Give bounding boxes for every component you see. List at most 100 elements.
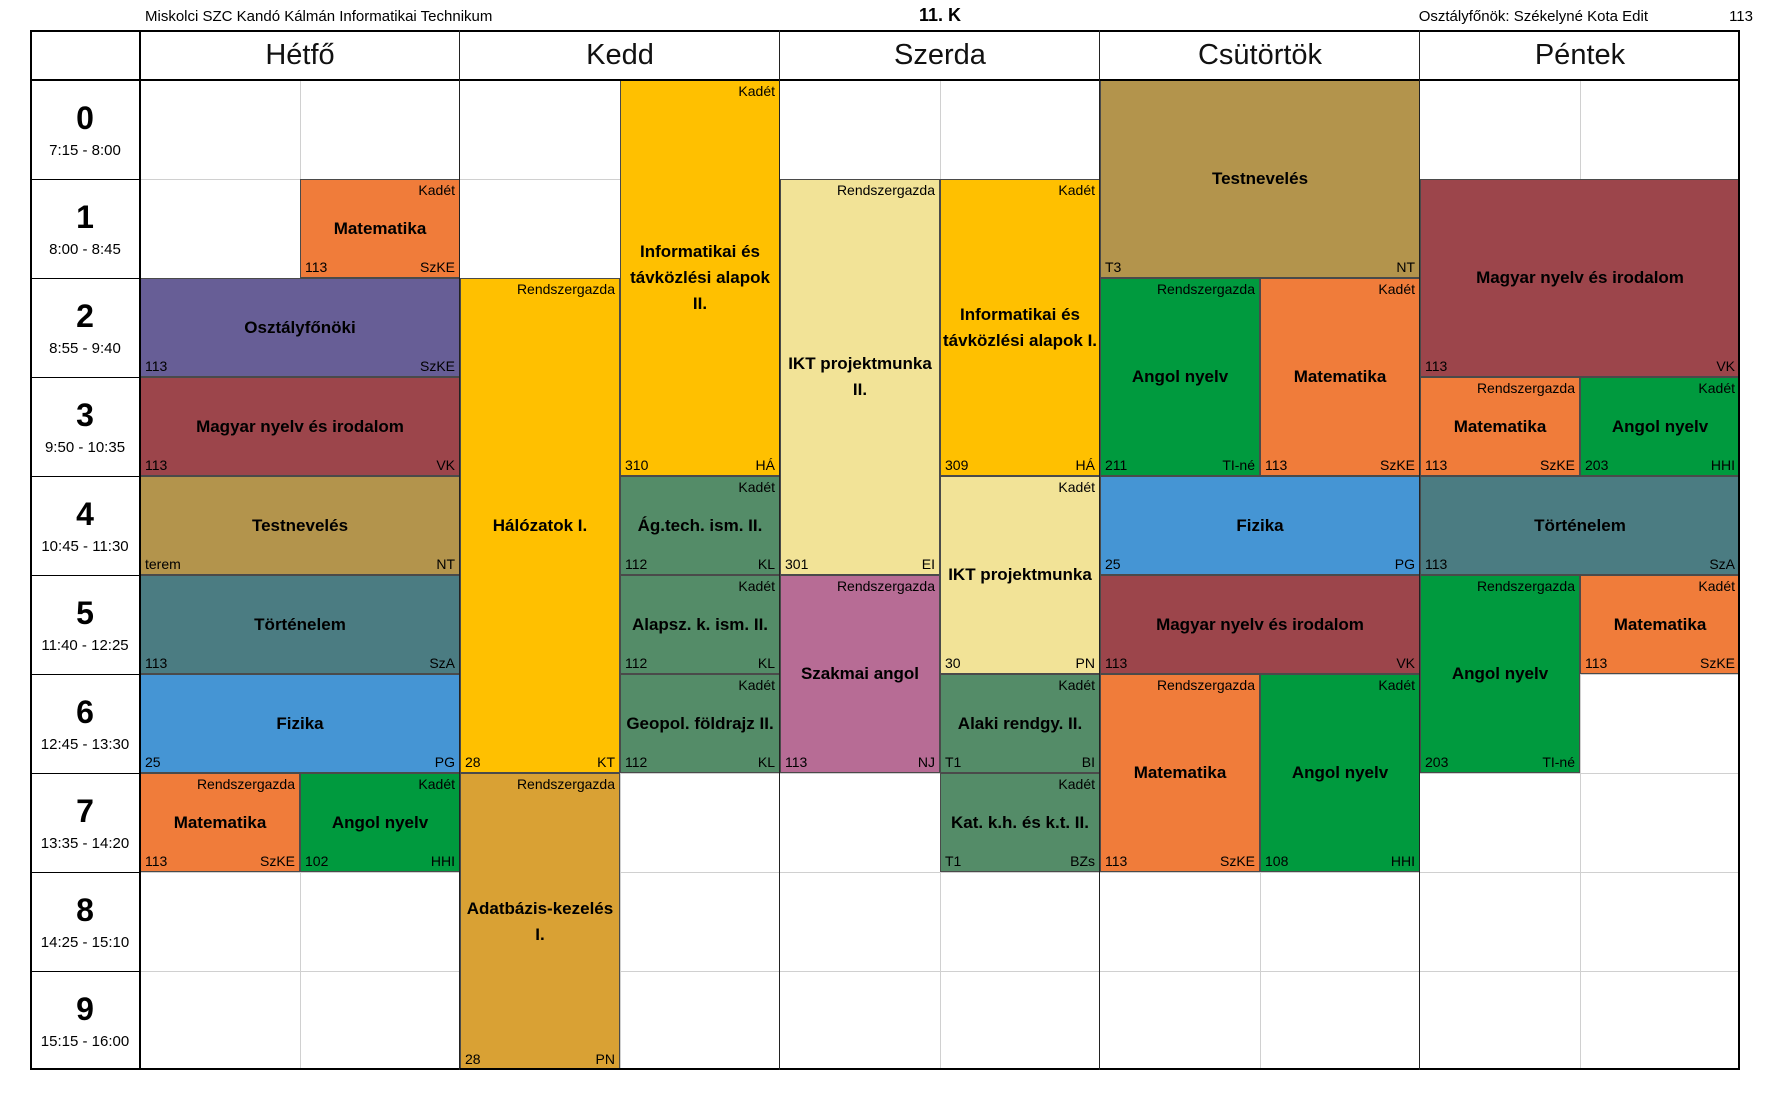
period-number: 7 [76, 793, 94, 829]
lesson-group: Rendszergazda [1476, 380, 1575, 396]
lesson-block[interactable]: Fizika 25 PG [1100, 476, 1420, 575]
lesson-room: 113 [145, 655, 168, 671]
period-number: 5 [76, 595, 94, 631]
lesson-subject: Ág.tech. ism. II. [637, 515, 763, 535]
day-divider [459, 30, 460, 1070]
lesson-room: 113 [305, 259, 328, 275]
lesson-group: Kadét [738, 83, 775, 99]
lesson-block[interactable]: Osztályfőnöki 113 SzKE [140, 278, 460, 377]
lesson-subject: Kat. k.h. és k.t. II. [951, 812, 1089, 832]
lesson-room: 113 [145, 853, 168, 869]
period-cell: 9 15:15 - 16:00 [30, 971, 140, 1070]
lesson-teacher: VK [436, 457, 455, 473]
lesson-block[interactable]: Matematika Rendszergazda 113 SzKE [1100, 674, 1260, 872]
lesson-block[interactable]: IKT projektmunka II. Rendszergazda 301 EI [780, 179, 940, 575]
lesson-block[interactable]: Ág.tech. ism. II. Kadét 112 KL [620, 476, 780, 575]
lesson-block[interactable]: Angol nyelv Kadét 203 HHI [1580, 377, 1740, 476]
lesson-block[interactable]: Testnevelés T3 NT [1100, 80, 1420, 278]
day-header: Péntek [1534, 38, 1626, 71]
lesson-block[interactable]: Matematika Kadét 113 SzKE [300, 179, 460, 278]
lesson-subject: Fizika [276, 713, 324, 733]
lesson-room: 203 [1585, 457, 1609, 473]
lesson-subject: IKT projektmunka [948, 565, 1092, 584]
lesson-subject: Matematika [1293, 367, 1387, 386]
period-cell: 8 14:25 - 15:10 [30, 872, 140, 971]
lesson-room: 113 [785, 754, 808, 770]
lesson-room: 112 [625, 754, 648, 770]
lesson-block[interactable]: Történelem 113 SzA [1420, 476, 1740, 575]
lesson-block[interactable]: Testnevelés terem NT [140, 476, 460, 575]
lesson-teacher: SzKE [419, 259, 455, 275]
lesson-block[interactable]: Matematika Kadét 113 SzKE [1260, 278, 1420, 476]
lesson-block[interactable]: Informatikai és távközlési alapok I. Kadé… [940, 179, 1100, 476]
lesson-room: 113 [1425, 358, 1448, 374]
lesson-teacher: TI-né [1222, 457, 1255, 473]
lesson-room: 25 [145, 754, 161, 770]
lesson-group: Kadét [738, 677, 775, 693]
lesson-block[interactable]: Angol nyelv Rendszergazda 211 TI-né [1100, 278, 1260, 476]
header-divider [30, 79, 1740, 81]
lesson-teacher: KL [757, 655, 775, 671]
lesson-teacher: TI-né [1542, 754, 1575, 770]
lesson-group: Kadét [738, 578, 775, 594]
lesson-group: Kadét [1378, 677, 1415, 693]
lesson-room: 112 [625, 556, 648, 572]
lesson-teacher: NJ [917, 754, 935, 770]
lesson-room: T1 [945, 853, 962, 869]
lesson-room: 203 [1425, 754, 1449, 770]
period-time: 15:15 - 16:00 [40, 1033, 130, 1050]
lesson-block[interactable]: Matematika Kadét 113 SzKE [1580, 575, 1740, 674]
lesson-block[interactable]: Fizika 25 PG [140, 674, 460, 773]
lesson-subject: Matematika [173, 812, 267, 832]
lesson-block[interactable]: Magyar nyelv és irodalom 113 VK [1420, 179, 1740, 377]
row-divider [30, 773, 140, 774]
lesson-block[interactable]: Magyar nyelv és irodalom 113 VK [1100, 575, 1420, 674]
lesson-block[interactable]: Alapsz. k. ism. II. Kadét 112 KL [620, 575, 780, 674]
home-room: 113 [1729, 8, 1753, 25]
lesson-group: Kadét [1698, 380, 1735, 396]
day-divider [139, 30, 141, 1070]
lesson-block[interactable]: Magyar nyelv és irodalom 113 VK [140, 377, 460, 476]
lesson-group: Kadét [1698, 578, 1735, 594]
timetable-grid: Hétfő Kedd Szerda Csütörtök Péntek 0 7:15 - 8:… [30, 30, 1750, 1070]
lesson-subject: Matematika [333, 218, 427, 238]
lesson-subject: Magyar nyelv és irodalom [1476, 268, 1684, 287]
lesson-block[interactable]: Informatikai és távközlési alapok II. Kad… [620, 80, 780, 476]
row-divider [30, 278, 140, 279]
lesson-block[interactable]: Kat. k.h. és k.t. II. Kadét T1 BZs [940, 773, 1100, 872]
lesson-block[interactable]: Angol nyelv Kadét 102 HHI [300, 773, 460, 872]
lesson-teacher: VK [1716, 358, 1735, 374]
lesson-subject: Alapsz. k. ism. II. [631, 614, 769, 634]
lesson-subject: Informatikai és távközlési alapok II. [630, 242, 770, 313]
period-number: 0 [76, 100, 94, 136]
lesson-block[interactable]: Angol nyelv Kadét 108 HHI [1260, 674, 1420, 872]
lesson-subject: Fizika [1236, 515, 1284, 535]
lesson-block[interactable]: Hálózatok I. Rendszergazda 28 KT [460, 278, 620, 773]
lesson-teacher: HHI [1710, 457, 1735, 473]
lesson-group: Kadét [1058, 776, 1095, 792]
lesson-room: 102 [305, 853, 329, 869]
row-divider [30, 179, 140, 180]
lesson-teacher: NT [1396, 259, 1415, 275]
lesson-room: 30 [945, 655, 961, 671]
lesson-block[interactable]: Adatbázis-kezelés I. Rendszergazda 28 PN [460, 773, 620, 1070]
lesson-group: Rendszergazda [836, 578, 935, 594]
lesson-teacher: KL [757, 556, 775, 572]
lesson-teacher: SzKE [1539, 457, 1575, 473]
lesson-group: Kadét [1058, 182, 1095, 198]
lesson-subject: Hálózatok I. [492, 515, 588, 535]
lesson-block[interactable]: Angol nyelv Rendszergazda 203 TI-né [1420, 575, 1580, 773]
period-number: 9 [76, 991, 94, 1027]
period-time: 12:45 - 13:30 [40, 736, 130, 753]
lesson-teacher: SzKE [1699, 655, 1735, 671]
day-header: Szerda [894, 38, 986, 71]
period-cell: 2 8:55 - 9:40 [30, 278, 140, 377]
lesson-teacher: SzKE [259, 853, 295, 869]
lesson-subject: Szakmai angol [800, 664, 920, 683]
lesson-block[interactable]: Matematika Rendszergazda 113 SzKE [140, 773, 300, 872]
period-time: 11:40 - 12:25 [41, 637, 129, 654]
lesson-block[interactable]: Történelem 113 SzA [140, 575, 460, 674]
lesson-teacher: HÁ [755, 457, 775, 473]
lesson-block[interactable]: Szakmai angol Rendszergazda 113 NJ [780, 575, 940, 773]
lesson-block[interactable]: Matematika Rendszergazda 113 SzKE [1420, 377, 1580, 476]
